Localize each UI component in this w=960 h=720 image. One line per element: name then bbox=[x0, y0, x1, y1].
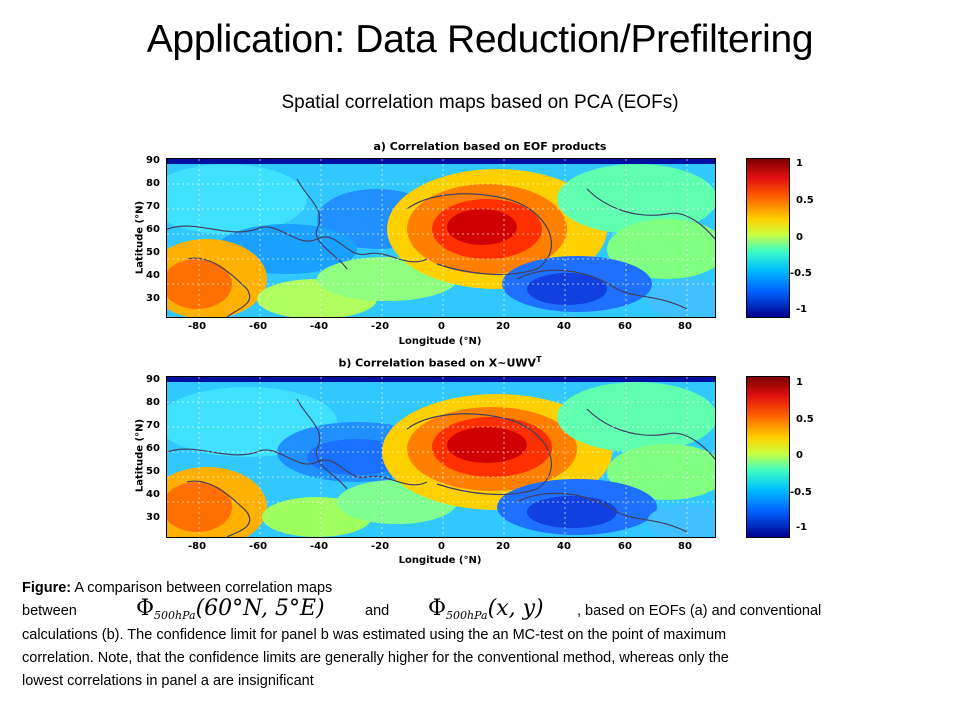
caption-line2-rest: , based on EOFs (a) and conventional bbox=[577, 603, 822, 619]
ytick: 30 bbox=[146, 512, 160, 523]
xtick: -40 bbox=[310, 321, 329, 332]
xtick: 20 bbox=[496, 541, 510, 552]
ytick: 80 bbox=[146, 178, 160, 189]
xtick: 40 bbox=[557, 321, 571, 332]
xtick: 80 bbox=[678, 541, 692, 552]
formula-phi-field: Φ500hPa(x, y) bbox=[428, 596, 544, 622]
panel-b-ylabel: Latitude (°N) bbox=[134, 418, 146, 493]
caption-line1-text: A comparison between correlation maps bbox=[71, 580, 333, 596]
xtick: -60 bbox=[249, 541, 268, 552]
cbar-tick: 0.5 bbox=[796, 195, 814, 206]
cbar-tick: 1 bbox=[796, 377, 803, 388]
ytick: 30 bbox=[146, 293, 160, 304]
panel-b-title-sup: T bbox=[536, 355, 542, 364]
caption-label: Figure: bbox=[22, 580, 72, 596]
xtick: -40 bbox=[310, 541, 329, 552]
panel-a-xlabel: Longitude (°N) bbox=[398, 336, 482, 347]
xtick: -20 bbox=[371, 321, 390, 332]
caption-line-4: correlation. Note, that the confidence l… bbox=[22, 650, 729, 666]
xtick: 20 bbox=[496, 321, 510, 332]
slide-subtitle: Spatial correlation maps based on PCA (E… bbox=[281, 92, 679, 113]
panel-b-title: b) Correlation based on X~UWVT bbox=[240, 355, 640, 370]
panel-b-map bbox=[166, 376, 716, 538]
formula2-subscript: 500hPa bbox=[446, 609, 488, 622]
cbar-tick: 0.5 bbox=[796, 414, 814, 425]
panel-a-colorbar bbox=[746, 158, 790, 318]
formula1-subscript: 500hPa bbox=[154, 609, 196, 622]
xtick: 0 bbox=[438, 541, 445, 552]
ytick: 70 bbox=[146, 420, 160, 431]
cbar-tick: 1 bbox=[796, 158, 803, 169]
ytick: 90 bbox=[146, 155, 160, 166]
formula-phi-point: Φ500hPa(60°N, 5°E) bbox=[136, 596, 325, 622]
ytick: 90 bbox=[146, 374, 160, 385]
panel-a-title: a) Correlation based on EOF products bbox=[373, 140, 607, 153]
caption-line-1: Figure: A comparison between correlation… bbox=[22, 580, 332, 596]
slide-title: Application: Data Reduction/Prefiltering bbox=[146, 18, 814, 61]
xtick: -80 bbox=[188, 541, 207, 552]
panel-b-map-image bbox=[167, 377, 715, 537]
ytick: 50 bbox=[146, 247, 160, 258]
ytick: 60 bbox=[146, 224, 160, 235]
caption-line-3: calculations (b). The confidence limit f… bbox=[22, 627, 727, 643]
formula1-argument: (60°N, 5°E) bbox=[195, 596, 325, 621]
xtick: 60 bbox=[618, 541, 632, 552]
cbar-tick: 0 bbox=[796, 450, 803, 461]
cbar-tick: -1 bbox=[796, 304, 808, 315]
caption-between: between bbox=[22, 603, 77, 619]
xtick: -60 bbox=[249, 321, 268, 332]
ytick: 40 bbox=[146, 270, 160, 281]
panel-a-map-image bbox=[167, 159, 715, 317]
ytick: 50 bbox=[146, 466, 160, 477]
caption-line-5: lowest correlations in panel a are insig… bbox=[22, 673, 314, 689]
cbar-tick: -1 bbox=[796, 522, 808, 533]
formula1-symbol: Φ bbox=[136, 596, 155, 621]
panel-b-title-text: b) Correlation based on X~UWV bbox=[338, 356, 537, 370]
panel-a-ylabel: Latitude (°N) bbox=[134, 200, 146, 275]
formula2-argument: (x, y) bbox=[487, 596, 544, 621]
formula2-symbol: Φ bbox=[428, 596, 447, 621]
ytick: 80 bbox=[146, 397, 160, 408]
panel-a-map bbox=[166, 158, 716, 318]
cbar-tick: -0.5 bbox=[790, 487, 812, 498]
xtick: 60 bbox=[618, 321, 632, 332]
cbar-tick: 0 bbox=[796, 232, 803, 243]
ytick: 70 bbox=[146, 201, 160, 212]
cbar-tick: -0.5 bbox=[790, 268, 812, 279]
caption-and: and bbox=[365, 603, 390, 619]
ytick: 40 bbox=[146, 489, 160, 500]
xtick: 0 bbox=[438, 321, 445, 332]
xtick: 40 bbox=[557, 541, 571, 552]
panel-b-xlabel: Longitude (°N) bbox=[398, 555, 482, 566]
ytick: 60 bbox=[146, 443, 160, 454]
panel-b-colorbar bbox=[746, 376, 790, 538]
xtick: -80 bbox=[188, 321, 207, 332]
xtick: -20 bbox=[371, 541, 390, 552]
xtick: 80 bbox=[678, 321, 692, 332]
